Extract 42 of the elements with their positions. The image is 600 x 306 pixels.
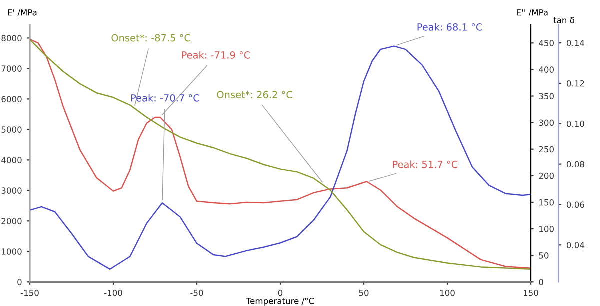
y2-axis-title: E'' /MPa [517,10,548,16]
x-axis-title: Temperature /°C [246,298,314,306]
y2-tick-label: 300 [539,120,554,126]
y2-tick-label: 0 [539,279,544,286]
annotation: Peak: -71.9 °C [182,51,250,59]
x-tick-label: -150 [20,290,39,296]
y-tick-label: 6000 [2,96,22,102]
y2-tick-label: 100 [540,226,554,232]
y2-tick-label: 200 [539,172,554,180]
y2-tick-label: 400 [539,66,554,73]
y-tick-label: 3000 [2,188,22,194]
y-tick-label: 4000 [2,157,22,164]
y2-tick-label: 50 [539,252,549,259]
x-tick-label: -50 [190,290,204,296]
y3-axis-title: tan δ [554,17,574,24]
x-tick-label: 150 [524,290,538,296]
y2-tick-label: 350 [539,93,554,100]
y-tick-label: 5000 [2,126,22,133]
x-tick-label: 50 [359,290,369,296]
annotation: Peak: -70.7 °C [131,94,200,102]
y-tick-label: 8000 [2,35,22,42]
x-tick-label: -100 [104,290,122,296]
y3-tick-label: 0.04 [566,242,585,248]
y2-tick-label: 450 [539,40,554,46]
y-tick-label: 0 [18,279,22,286]
y-tick-label: 7000 [2,66,22,72]
y3-tick-label: 0.06 [566,202,584,208]
y2-tick-label: 250 [539,146,554,153]
y3-tick-label: 0.08 [566,161,584,168]
annotation: Peak: 68.1 °C [418,23,482,31]
annotation: Onset*: 26.2 °C [217,91,292,98]
y3-tick-label: 0.12 [566,80,584,87]
x-tick-label: 100 [440,290,455,296]
y3-tick-label: 0.10 [566,120,584,128]
y3-tick-label: 0.14 [566,40,585,46]
annotation: Peak: 51.7 °C [393,160,458,168]
y-axis-title: E' /MPa [8,10,37,16]
y-tick-label: 1000 [2,248,22,255]
x-tick-label: 0 [278,290,283,296]
annotation: Onset*: -87.5 °C [112,34,190,42]
y2-tick-label: 150 [540,199,554,206]
y-tick-label: 2000 [2,218,22,224]
